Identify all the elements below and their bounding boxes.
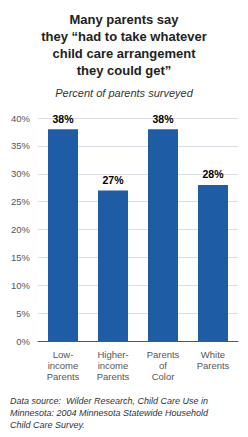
svg-text:income: income <box>48 360 79 371</box>
svg-text:Data source: Wilder Research,: Data source: Wilder Research, Child Care… <box>10 396 208 406</box>
svg-text:0%: 0% <box>16 336 30 347</box>
svg-text:10%: 10% <box>11 280 31 291</box>
svg-text:38%: 38% <box>152 113 174 125</box>
svg-text:Parents: Parents <box>97 371 130 382</box>
svg-text:Child Care Survey.: Child Care Survey. <box>10 420 85 430</box>
svg-text:38%: 38% <box>52 113 74 125</box>
svg-text:Higher-: Higher- <box>97 349 128 360</box>
svg-text:Parents: Parents <box>47 371 80 382</box>
svg-text:Parents: Parents <box>197 360 230 371</box>
svg-text:20%: 20% <box>11 224 31 235</box>
svg-text:28%: 28% <box>202 168 224 180</box>
svg-text:Low-: Low- <box>53 349 74 360</box>
svg-text:of: of <box>159 360 167 371</box>
svg-text:child care arrangement: child care arrangement <box>52 46 196 61</box>
svg-text:Minnesota: 2004 Minnesota Stat: Minnesota: 2004 Minnesota Statewide Hous… <box>10 408 209 418</box>
svg-text:Parents: Parents <box>147 349 180 360</box>
svg-text:27%: 27% <box>102 174 124 186</box>
svg-text:they could get”: they could get” <box>77 63 172 78</box>
svg-text:White: White <box>201 349 225 360</box>
svg-text:income: income <box>98 360 129 371</box>
svg-text:25%: 25% <box>11 196 31 207</box>
svg-text:35%: 35% <box>11 140 31 151</box>
svg-text:Many parents say: Many parents say <box>69 12 179 27</box>
svg-text:5%: 5% <box>16 308 30 319</box>
svg-text:Color: Color <box>152 371 175 382</box>
svg-text:15%: 15% <box>11 252 31 263</box>
svg-text:40%: 40% <box>11 113 31 124</box>
svg-text:Percent of parents surveyed: Percent of parents surveyed <box>55 87 193 99</box>
svg-text:they “had to take whatever: they “had to take whatever <box>41 29 206 44</box>
svg-text:30%: 30% <box>11 168 31 179</box>
